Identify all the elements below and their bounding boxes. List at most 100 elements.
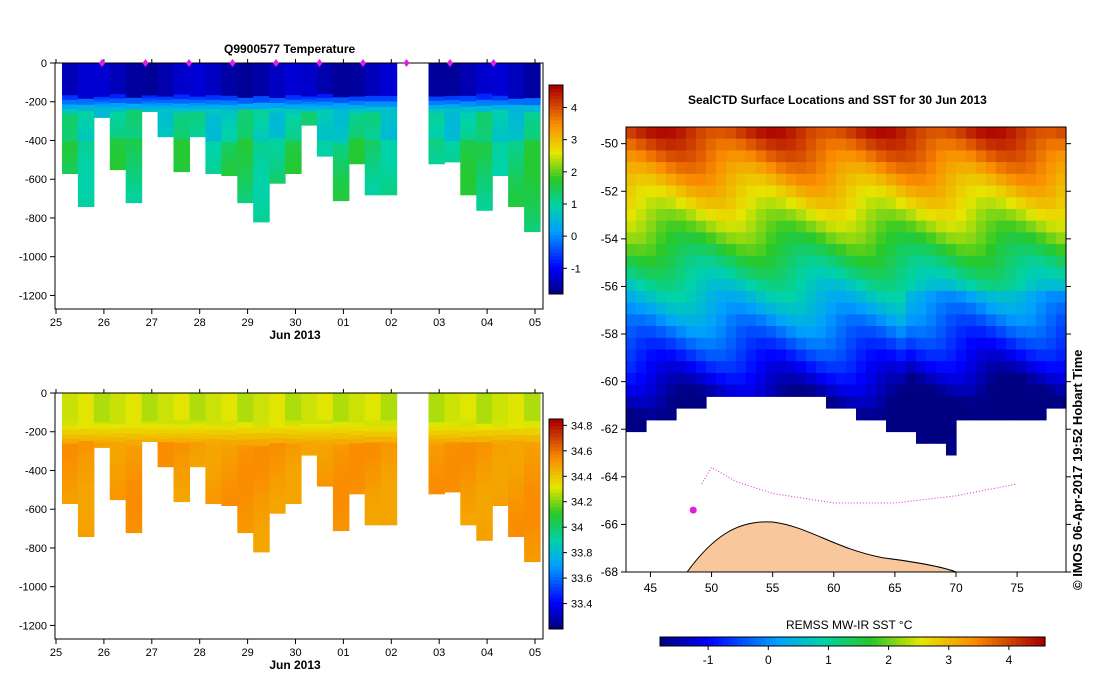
sst-cell (1006, 396, 1017, 409)
profile-cell (380, 189, 398, 196)
profile-cell (141, 63, 159, 66)
colorbar-segment (549, 450, 563, 455)
sst-cell (826, 162, 837, 175)
profile-cell (444, 67, 461, 72)
sst-cell (936, 267, 947, 280)
sst-cell (806, 244, 817, 257)
profile-cell (269, 148, 286, 154)
profile-cell (348, 489, 366, 495)
profile-cell (492, 481, 509, 488)
profile-cell (316, 74, 334, 80)
profile-cell (460, 420, 477, 427)
profile-cell (301, 99, 318, 103)
sst-cell (666, 220, 677, 233)
profile-cell (221, 407, 238, 413)
sst-cell (866, 173, 877, 187)
profile-cell (221, 105, 238, 111)
sst-cell (816, 173, 827, 187)
sst-cell (626, 150, 637, 163)
sst-cell (836, 244, 847, 257)
sst-cell (1026, 337, 1037, 351)
profile-cell (476, 87, 493, 95)
profile-marker (490, 59, 497, 67)
profile-cell (93, 90, 111, 93)
profile-cell (141, 429, 159, 432)
profile-cell (269, 153, 286, 159)
profile-cell (269, 88, 286, 94)
sst-cell (1026, 197, 1037, 210)
profile-cell (508, 152, 525, 160)
y-tick-label: -1000 (19, 582, 47, 594)
sst-cell (756, 279, 767, 292)
sst-cell (906, 232, 917, 245)
sst-colorbar-segment (756, 637, 762, 646)
profile-cell (109, 107, 127, 113)
profile-cell (125, 126, 143, 134)
sst-cell (996, 150, 1007, 163)
sst-cell (1006, 197, 1017, 210)
profile-cell (109, 424, 127, 430)
sst-cell (1036, 326, 1047, 339)
sst-cell (716, 337, 727, 351)
sst-cell (1036, 372, 1047, 386)
profile-cell (428, 426, 445, 432)
profile-cell (125, 74, 143, 81)
sst-cell (646, 279, 657, 292)
sst-cell (706, 232, 717, 245)
sst-cell (896, 244, 907, 257)
profile-cell (62, 72, 79, 78)
profile-cell (476, 534, 493, 541)
profile-cell (62, 397, 79, 403)
profile-cell (189, 69, 206, 73)
colorbar-segment (549, 527, 563, 532)
profile-cell (141, 73, 159, 76)
colorbar-segment (549, 172, 563, 177)
sst-cell (676, 314, 687, 327)
sst-colorbar-segment (939, 637, 945, 646)
profile-cell (348, 92, 366, 98)
profile-cell (62, 429, 79, 435)
profile-cell (157, 439, 175, 443)
sst-colorbar-segment (814, 637, 820, 646)
sst-cell (996, 267, 1007, 280)
profile-cell (157, 130, 175, 135)
profile-cell (332, 160, 350, 167)
profile-cell (364, 497, 382, 504)
profile-cell (444, 467, 461, 472)
profile-cell (380, 442, 398, 449)
profile-cell (109, 437, 127, 443)
sst-cell (1036, 314, 1047, 327)
profile-cell (62, 63, 79, 69)
sst-cell (646, 185, 657, 198)
sst-cell (876, 326, 887, 339)
profile-cell (253, 445, 270, 454)
colorbar-segment (549, 597, 563, 602)
profile-cell (253, 439, 270, 447)
sst-cell (1036, 396, 1047, 409)
sst-cell (786, 337, 797, 351)
sst-cell (956, 127, 967, 140)
sst-cell (876, 349, 887, 362)
profile-cell (205, 434, 222, 440)
profile-cell (141, 99, 159, 102)
sst-cell (1016, 255, 1027, 269)
profile-cell (221, 77, 238, 83)
profile-cell (444, 479, 461, 485)
profile-cell (237, 480, 254, 487)
sst-cell (1056, 279, 1067, 292)
profile-cell (444, 104, 461, 109)
sst-cell (966, 361, 977, 374)
profile-cell (524, 456, 541, 464)
profile-cell (205, 141, 222, 147)
profile-cell (348, 426, 366, 432)
sst-cell (766, 197, 777, 210)
sst-cell (966, 279, 977, 292)
sst-cell (1056, 220, 1067, 233)
sst-cell (806, 384, 817, 397)
profile-cell (173, 167, 190, 173)
profile-cell (141, 97, 159, 100)
profile-cell (141, 423, 159, 426)
sst-cell (636, 150, 647, 163)
profile-cell (476, 515, 493, 523)
profile-cell (301, 411, 318, 415)
